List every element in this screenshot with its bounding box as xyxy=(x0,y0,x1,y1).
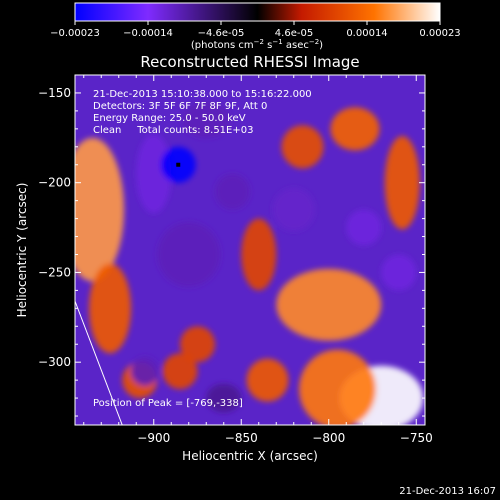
plot-area: −900 −850 −800 −750 −150 −200 −250 −300 21-Dec… xyxy=(38,74,433,445)
x-axis-ticks: −900 −850 −800 −750 xyxy=(83,75,433,445)
annotation-energy-range: Energy Range: 25.0 - 50.0 keV xyxy=(93,113,246,124)
y-tick-label: −200 xyxy=(38,176,71,190)
heatmap-blob xyxy=(162,353,198,390)
chart-title: Reconstructed RHESSI Image xyxy=(140,53,359,71)
heatmap-blob xyxy=(136,134,172,214)
heatmap-blob xyxy=(299,349,376,425)
heatmap-blob xyxy=(276,268,382,341)
colorbar-tick-label: 0.00014 xyxy=(346,28,387,39)
heatmap-blobs xyxy=(75,101,424,425)
heatmap-blob xyxy=(89,263,131,354)
info-annotations: 21-Dec-2013 15:10:38.000 to 15:16:22.000… xyxy=(93,89,312,409)
x-tick-label: −900 xyxy=(137,431,170,445)
x-tick-label: −750 xyxy=(400,431,433,445)
heatmap-blob xyxy=(272,188,315,232)
colorbar-ticks: −0.00023 −0.00014 −4.6e-05 4.6e-05 0.00014 0.… xyxy=(50,21,461,39)
y-axis-label: Heliocentric Y (arcsec) xyxy=(15,183,29,318)
peak-position-label: Position of Peak = [-769,-338] xyxy=(93,398,243,409)
heatmap-blob xyxy=(381,254,417,291)
heatmap-blob xyxy=(281,125,324,169)
x-tick-label: −800 xyxy=(312,431,345,445)
annotation-time-range: 21-Dec-2013 15:10:38.000 to 15:16:22.000 xyxy=(93,89,312,100)
colorbar-gradient xyxy=(74,2,441,22)
solar-limb-line xyxy=(75,300,123,425)
heatmap-blob xyxy=(75,137,124,282)
annotation-detectors: Detectors: 3F 5F 6F 7F 8F 9F, Att 0 xyxy=(93,101,267,112)
colorbar: −0.00023 −0.00014 −4.6e-05 4.6e-05 0.00014 0.… xyxy=(50,2,461,51)
plot-frame xyxy=(74,74,426,426)
colorbar-tick-label: 0.00023 xyxy=(419,28,460,39)
heatmap-blob xyxy=(330,107,380,151)
y-axis-ticks: −150 −200 −250 −300 xyxy=(38,74,425,417)
annotation-total-counts: Clean Total counts: 8.51E+03 xyxy=(93,125,253,136)
heatmap-blob xyxy=(241,218,277,291)
generation-timestamp: 21-Dec-2013 16:07 xyxy=(399,486,496,497)
heatmap-blob xyxy=(157,222,221,287)
colorbar-tick-label: −4.6e-05 xyxy=(198,28,245,39)
heatmap-blob xyxy=(206,383,242,413)
colorbar-tick-label: −0.00023 xyxy=(50,28,100,39)
heatmap-blob xyxy=(181,101,231,138)
y-tick-label: −150 xyxy=(38,86,71,100)
x-tick-label: −850 xyxy=(225,431,258,445)
heatmap-blob xyxy=(215,173,250,210)
x-axis-label: Heliocentric X (arcsec) xyxy=(182,449,318,463)
heatmap-blob xyxy=(180,326,215,363)
heatmap-blob xyxy=(131,356,159,386)
map-center-marker xyxy=(176,162,181,167)
colorbar-tick-label: −0.00014 xyxy=(123,28,173,39)
heatmap-blob xyxy=(384,136,420,230)
heatmap-blob xyxy=(246,358,289,402)
y-tick-label: −300 xyxy=(38,355,71,369)
y-tick-label: −250 xyxy=(38,265,71,279)
colorbar-tick-label: 4.6e-05 xyxy=(275,28,313,39)
heatmap-blob xyxy=(346,209,382,246)
colorbar-unit-label: (photons cm−2 s−1 asec−2) xyxy=(191,38,323,51)
